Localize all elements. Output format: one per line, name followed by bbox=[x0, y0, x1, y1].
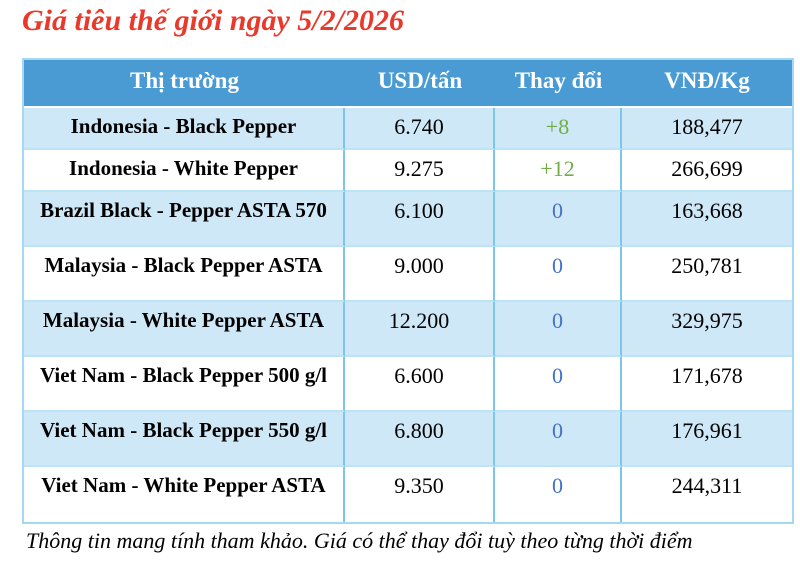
usd-price-cell: 6.800 bbox=[345, 412, 495, 467]
vnd-price-cell: 244,311 bbox=[622, 467, 792, 522]
table-row: Viet Nam - Black Pepper 500 g/l 6.600 0 171… bbox=[24, 357, 792, 412]
vnd-price-cell: 163,668 bbox=[622, 192, 792, 247]
market-cell: Viet Nam - Black Pepper 550 g/l bbox=[24, 412, 345, 467]
table-row: Malaysia - White Pepper ASTA 12.200 0 329,9… bbox=[24, 302, 792, 357]
market-cell: Malaysia - White Pepper ASTA bbox=[24, 302, 345, 357]
col-header-market: Thị trường bbox=[24, 60, 345, 108]
usd-price-cell: 9.350 bbox=[345, 467, 495, 522]
vnd-price-cell: 266,699 bbox=[622, 150, 792, 192]
usd-price-cell: 12.200 bbox=[345, 302, 495, 357]
usd-price-cell: 6.740 bbox=[345, 108, 495, 150]
change-cell: +8 bbox=[495, 108, 622, 150]
change-cell: 0 bbox=[495, 412, 622, 467]
change-cell: 0 bbox=[495, 467, 622, 522]
table-row: Indonesia - Black Pepper 6.740 +8 188,477 bbox=[24, 108, 792, 150]
table-header: Thị trường USD/tấn Thay đổi VNĐ/Kg bbox=[24, 60, 792, 108]
col-header-vnd-per-kg: VNĐ/Kg bbox=[622, 60, 792, 108]
market-cell: Viet Nam - White Pepper ASTA bbox=[24, 467, 345, 522]
table-row: Malaysia - Black Pepper ASTA 9.000 0 250,78… bbox=[24, 247, 792, 302]
market-cell: Indonesia - White Pepper bbox=[24, 150, 345, 192]
market-cell: Malaysia - Black Pepper ASTA bbox=[24, 247, 345, 302]
table-row: Viet Nam - White Pepper ASTA 9.350 0 244,31… bbox=[24, 467, 792, 522]
table-row: Indonesia - White Pepper 9.275 +12 266,699 bbox=[24, 150, 792, 192]
market-cell: Brazil Black - Pepper ASTA 570 bbox=[24, 192, 345, 247]
usd-price-cell: 6.600 bbox=[345, 357, 495, 412]
header-row: Thị trường USD/tấn Thay đổi VNĐ/Kg bbox=[24, 60, 792, 108]
change-cell: 0 bbox=[495, 302, 622, 357]
usd-price-cell: 9.000 bbox=[345, 247, 495, 302]
change-cell: 0 bbox=[495, 357, 622, 412]
market-cell: Viet Nam - Black Pepper 500 g/l bbox=[24, 357, 345, 412]
pepper-price-table: Thị trường USD/tấn Thay đổi VNĐ/Kg Indon… bbox=[22, 58, 794, 524]
col-header-change: Thay đổi bbox=[495, 60, 622, 108]
change-cell: +12 bbox=[495, 150, 622, 192]
change-cell: 0 bbox=[495, 192, 622, 247]
vnd-price-cell: 329,975 bbox=[622, 302, 792, 357]
col-header-usd-per-ton: USD/tấn bbox=[345, 60, 495, 108]
table-row: Viet Nam - Black Pepper 550 g/l 6.800 0 176… bbox=[24, 412, 792, 467]
vnd-price-cell: 250,781 bbox=[622, 247, 792, 302]
change-cell: 0 bbox=[495, 247, 622, 302]
table-row: Brazil Black - Pepper ASTA 570 6.100 0 163,… bbox=[24, 192, 792, 247]
usd-price-cell: 6.100 bbox=[345, 192, 495, 247]
disclaimer-note: Thông tin mang tính tham khảo. Giá có th… bbox=[26, 528, 693, 553]
page-title: Giá tiêu thế giới ngày 5/2/2026 bbox=[22, 4, 404, 37]
vnd-price-cell: 176,961 bbox=[622, 412, 792, 467]
vnd-price-cell: 171,678 bbox=[622, 357, 792, 412]
usd-price-cell: 9.275 bbox=[345, 150, 495, 192]
vnd-price-cell: 188,477 bbox=[622, 108, 792, 150]
market-cell: Indonesia - Black Pepper bbox=[24, 108, 345, 150]
table-body: Indonesia - Black Pepper 6.740 +8 188,477 In… bbox=[24, 108, 792, 522]
